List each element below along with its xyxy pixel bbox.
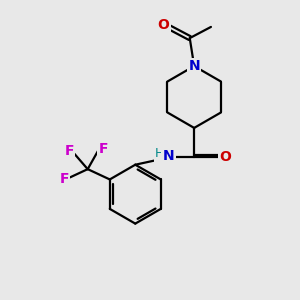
Text: N: N: [188, 59, 200, 73]
Text: N: N: [163, 149, 174, 163]
Text: F: F: [64, 145, 74, 158]
Text: H: H: [155, 147, 164, 160]
Text: O: O: [220, 150, 232, 164]
Text: F: F: [99, 142, 108, 156]
Text: F: F: [59, 172, 69, 186]
Text: O: O: [157, 18, 169, 32]
